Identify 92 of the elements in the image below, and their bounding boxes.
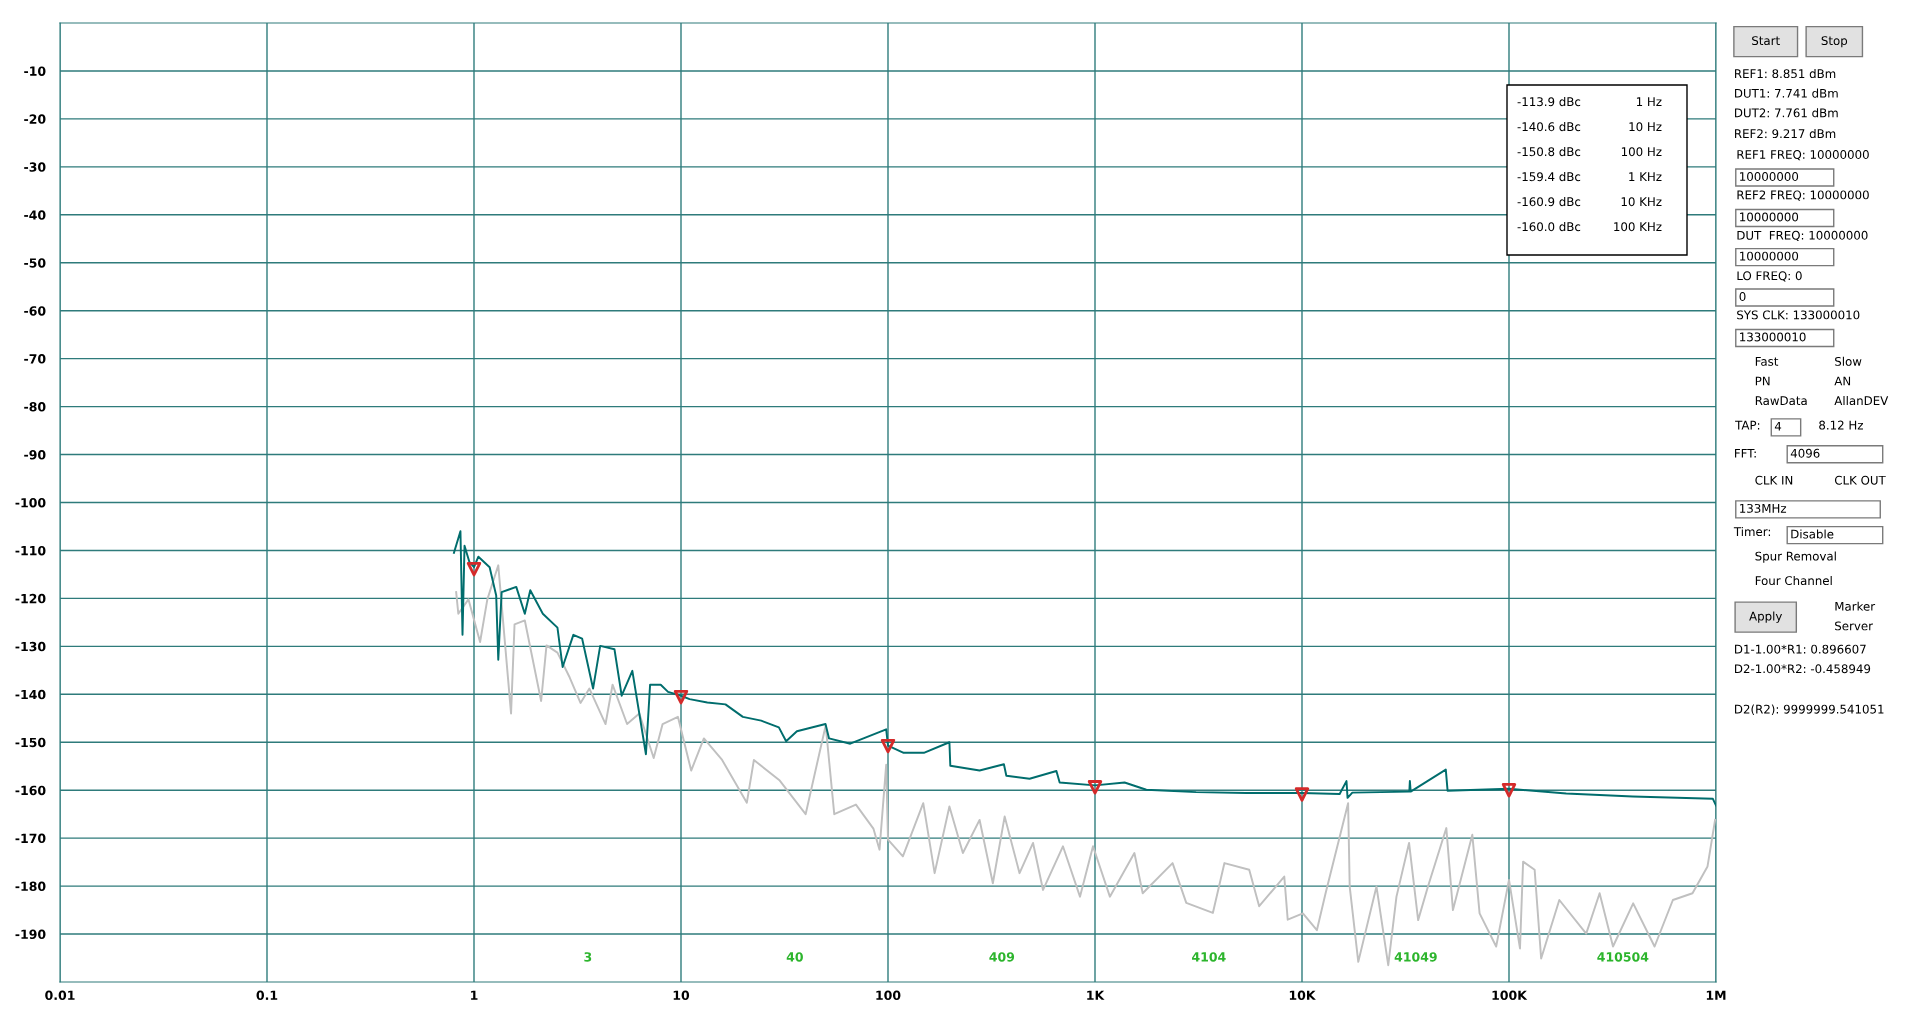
- annotation: 10 Hz: [1629, 122, 1662, 132]
- annotation: 409: [989, 952, 1015, 962]
- text: PN: [1755, 376, 1770, 386]
- text: FFT:: [1735, 448, 1756, 458]
- y-tick-label: -170: [15, 833, 46, 844]
- y-tick-label: -80: [24, 402, 46, 412]
- text: 0: [1739, 292, 1746, 301]
- annotation: 10 KHz: [1621, 197, 1662, 207]
- annotation: 100 Hz: [1621, 147, 1662, 157]
- y-tick-label: -60: [24, 306, 46, 316]
- text: REF2: 9.217 dBm: [1735, 128, 1836, 139]
- annotation: 1 Hz: [1636, 97, 1662, 106]
- point: [1294, 787, 1310, 802]
- y-tick-label: -160: [15, 785, 46, 796]
- y-tick-label: -40: [24, 210, 46, 220]
- text: DUT1: 7.741 dBm: [1735, 88, 1838, 98]
- point: [1501, 783, 1517, 798]
- text: 8.12 Hz: [1819, 420, 1863, 430]
- text: CLK IN: [1755, 475, 1793, 485]
- x-tick-label: 0.1: [256, 990, 278, 1001]
- text: 133000010: [1740, 332, 1806, 342]
- y-tick-label: -30: [24, 162, 46, 172]
- y-tick-label: -140: [15, 689, 46, 700]
- text: Slow: [1835, 356, 1862, 366]
- text: D2(R2): 9999999.541051: [1735, 704, 1884, 716]
- y-tick-label: -90: [24, 450, 46, 460]
- text: 10000000: [1740, 212, 1799, 222]
- annotation: -160.0 dBc: [1517, 222, 1581, 232]
- y-tick-label: -10: [24, 66, 46, 76]
- y-tick-label: -190: [15, 929, 46, 939]
- text: Marker: [1835, 601, 1876, 611]
- annotation: 1 KHz: [1629, 172, 1662, 181]
- point: [673, 689, 689, 705]
- x-tick-label: 100K: [1492, 990, 1528, 1001]
- annotation: -113.9 dBc: [1517, 97, 1581, 107]
- annotation: 41049: [1394, 952, 1437, 962]
- text: 10000000: [1740, 251, 1799, 261]
- text: D2-1.00*R2: -0.458949: [1735, 664, 1871, 674]
- text: AllanDEV: [1834, 395, 1889, 406]
- annotation: -159.4 dBc: [1517, 172, 1581, 182]
- text: D1-1.00*R1: 0.896607: [1735, 644, 1866, 654]
- point: [880, 738, 896, 754]
- y-tick-label: -150: [15, 737, 46, 748]
- y-tick-label: -130: [15, 641, 46, 652]
- text: Start: [1752, 36, 1780, 46]
- text: Stop: [1821, 36, 1848, 48]
- y-tick-label: -50: [24, 258, 46, 268]
- y-tick-label: -100: [15, 497, 46, 508]
- annotation: 40: [786, 952, 803, 962]
- text: 10000000: [1740, 172, 1799, 181]
- text: DUT2: 7.761 dBm: [1735, 108, 1838, 118]
- x-tick-label: 1: [471, 990, 478, 1000]
- x-tick-label: 1K: [1087, 990, 1105, 1000]
- text: Disable: [1791, 529, 1834, 539]
- text: Four Channel: [1755, 575, 1832, 586]
- annotation: -150.8 dBc: [1517, 147, 1581, 157]
- point: [466, 561, 482, 577]
- annotation: -160.9 dBc: [1517, 197, 1581, 207]
- text: 4: [1774, 422, 1782, 431]
- text: CLK OUT: [1834, 475, 1886, 485]
- text: LO FREQ: 0: [1737, 271, 1802, 282]
- annotation: 100 KHz: [1614, 222, 1662, 232]
- text: Server: [1835, 621, 1873, 631]
- annotation: 3: [584, 952, 592, 962]
- text: SYS CLK: 133000010: [1737, 310, 1860, 320]
- y-tick-label: -20: [24, 114, 46, 124]
- text: Apply: [1749, 611, 1783, 623]
- text: TAP:: [1735, 420, 1760, 430]
- x-tick-label: 1M: [1706, 990, 1726, 1000]
- y-tick-label: -180: [15, 881, 46, 892]
- y-tick-label: -120: [15, 593, 46, 604]
- x-tick-label: 10: [673, 990, 690, 1001]
- text: RawData: [1755, 396, 1807, 406]
- text: DUT FREQ: 10000000: [1737, 230, 1868, 242]
- annotation: 4104: [1192, 952, 1226, 962]
- text: REF1: 8.851 dBm: [1735, 68, 1836, 79]
- text: REF2 FREQ: 10000000: [1737, 190, 1869, 201]
- text: 133MHz: [1740, 503, 1787, 513]
- text: Spur Removal: [1755, 551, 1836, 563]
- x-tick-label: 100: [876, 990, 901, 1001]
- text: REF1 FREQ: 10000000: [1737, 150, 1869, 161]
- annotation: 410504: [1597, 952, 1649, 962]
- point: [1087, 780, 1103, 795]
- text: 4096: [1790, 448, 1820, 458]
- annotation: -140.6 dBc: [1517, 122, 1581, 132]
- y-tick-label: -110: [15, 545, 46, 556]
- text: Fast: [1755, 357, 1779, 366]
- x-tick-label: 10K: [1289, 990, 1316, 1001]
- text: Timer:: [1733, 526, 1771, 537]
- y-tick-label: -70: [24, 354, 46, 364]
- text: AN: [1834, 376, 1851, 386]
- x-tick-label: 0.01: [45, 990, 75, 1001]
